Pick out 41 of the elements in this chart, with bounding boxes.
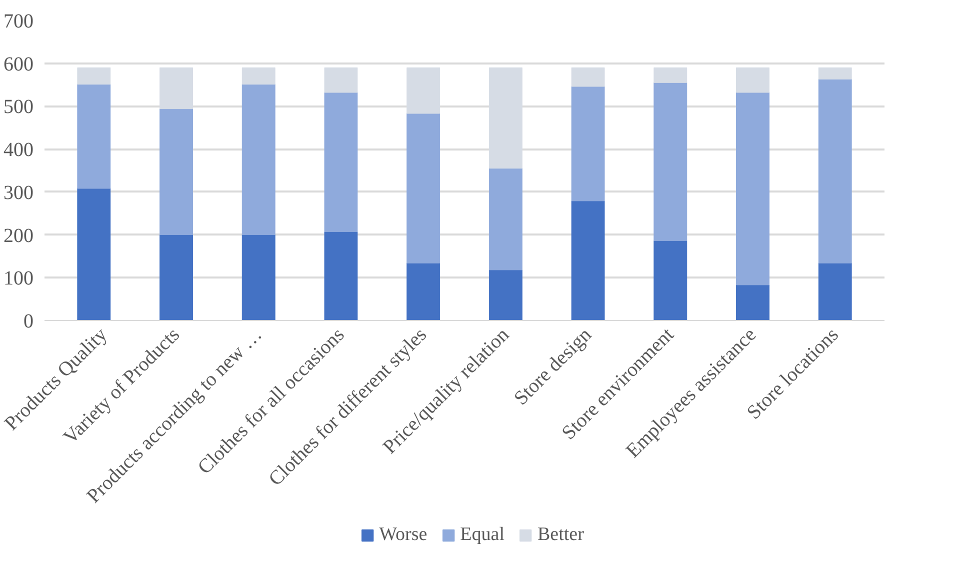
bar [818,262,852,320]
y-tick-label: 100 [4,268,34,290]
bar [406,67,440,114]
bar [571,86,605,202]
y-tick-label: 200 [4,224,34,247]
bar [654,82,688,242]
bar [406,262,440,320]
bar [818,67,852,80]
bar [736,92,770,286]
bar [488,67,522,169]
bar [654,240,688,320]
bar [324,232,358,320]
y-tick-label: 400 [4,139,34,162]
bar [160,234,193,320]
y-tick-label: 0 [24,310,34,332]
bar [77,67,111,85]
bar [77,84,111,189]
bar [736,284,770,320]
bar [242,84,276,236]
bar [77,188,111,320]
bar [488,270,522,320]
bar [488,168,522,270]
y-tick-label: 500 [4,96,34,118]
bar [736,67,770,93]
legend-label: Better [537,524,584,546]
bar [160,67,193,110]
bar [324,92,358,232]
y-tick-label: 600 [4,53,34,76]
bar [324,67,358,93]
bar [571,67,605,87]
bar [571,200,605,320]
legend-label: Worse [379,524,428,546]
bar [242,234,276,320]
legend-label: Equal [460,524,504,546]
bar [160,108,193,236]
y-tick-label: 300 [4,182,34,204]
bar [406,113,440,264]
bar [242,67,276,85]
y-tick-label: 700 [4,10,34,32]
bar [818,78,852,264]
bar [654,67,688,83]
